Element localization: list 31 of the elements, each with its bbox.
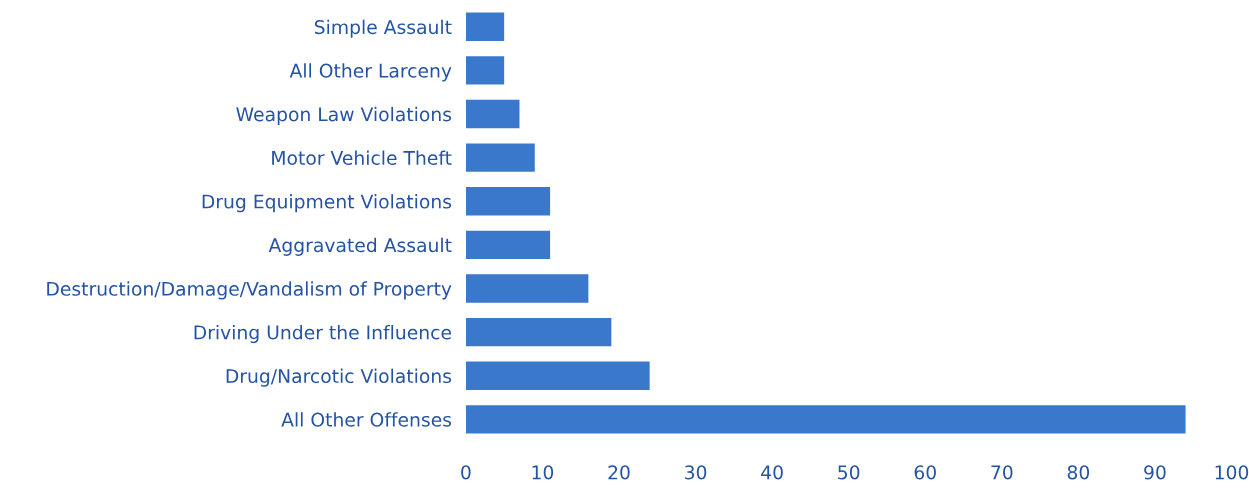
y-tick-label: Aggravated Assault xyxy=(268,237,452,256)
x-tick-label: 50 xyxy=(838,465,860,480)
bar xyxy=(465,12,505,41)
x-tick-label: 100 xyxy=(1215,465,1249,480)
y-tick-label: Simple Assault xyxy=(314,19,452,38)
bar xyxy=(465,56,505,85)
bar xyxy=(465,274,589,303)
bar xyxy=(465,405,1186,434)
bar xyxy=(465,99,520,129)
y-tick-label: Driving Under the Influence xyxy=(194,324,451,344)
bar xyxy=(465,361,650,390)
bar xyxy=(465,143,535,172)
x-tick-label: 60 xyxy=(914,465,936,480)
x-tick-label: 80 xyxy=(1067,465,1090,480)
y-tick-label: Drug/Narcotic Violations xyxy=(226,368,452,387)
x-tick-label: 70 xyxy=(991,465,1013,480)
bar xyxy=(465,230,551,260)
x-tick-label: 30 xyxy=(685,465,707,480)
x-tick-label: 20 xyxy=(608,465,630,480)
y-tick-label: All Other Larceny xyxy=(289,63,452,82)
x-tick-label: 10 xyxy=(532,465,554,480)
y-tick-label: Drug Equipment Violations xyxy=(202,194,452,213)
y-tick-label: Weapon Law Violations xyxy=(236,106,452,126)
x-tick-label: 40 xyxy=(761,465,783,480)
y-tick-label: All Other Offenses xyxy=(281,412,452,427)
x-tick-label: 0 xyxy=(461,465,471,480)
x-tick-label: 90 xyxy=(1144,465,1166,480)
y-tick-label: Destruction/Damage/Vandalism of Property xyxy=(47,281,452,300)
bar xyxy=(465,317,612,347)
bar xyxy=(465,187,551,216)
y-tick-label: Motor Vehicle Theft xyxy=(272,150,452,166)
